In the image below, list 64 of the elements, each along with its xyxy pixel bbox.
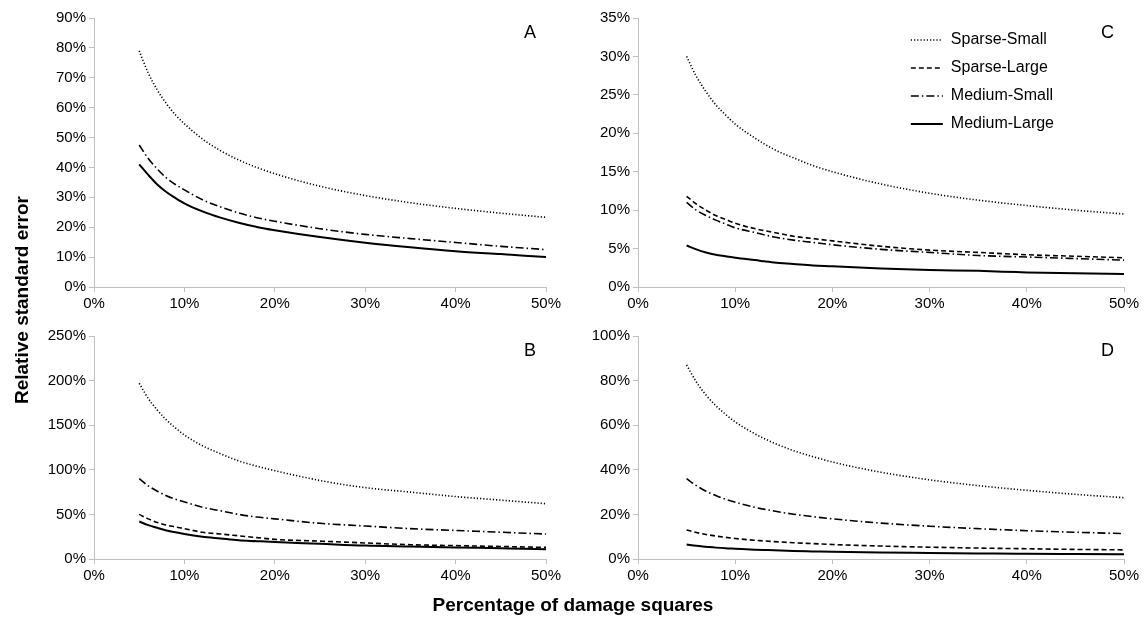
x-tick-label: 30% (914, 294, 945, 312)
y-tick-label: 20% (599, 504, 630, 522)
y-tick-label: 0% (608, 549, 630, 567)
x-tick-label: 10% (169, 294, 200, 312)
x-tick-label: 10% (169, 566, 200, 584)
x-tick-label: 40% (1011, 566, 1042, 584)
legend-label: Medium-Large (950, 114, 1055, 132)
x-tick-label: 0% (83, 566, 105, 584)
y-tick-label: 15% (599, 161, 630, 179)
y-tick-label: 200% (47, 370, 86, 388)
x-tick-label: 40% (1011, 294, 1042, 312)
chart-title: A (523, 21, 536, 42)
y-tick-label: 40% (599, 459, 630, 477)
x-tick-label: 20% (259, 566, 290, 584)
chart-title: B (523, 339, 536, 360)
x-tick-label: 30% (350, 566, 381, 584)
y-tick-label: 100% (47, 459, 86, 477)
y-tick-label: 10% (55, 247, 86, 265)
x-tick-label: 50% (530, 294, 562, 312)
y-tick-label: 90% (55, 8, 86, 26)
x-tick-label: 50% (530, 566, 562, 584)
chart-title: D (1101, 339, 1114, 360)
y-tick-label: 40% (55, 157, 86, 175)
x-tick-label: 0% (627, 566, 649, 584)
y-tick-label: 60% (55, 97, 86, 115)
y-tick-label: 30% (55, 187, 86, 205)
y-tick-label: 50% (55, 127, 86, 145)
x-tick-label: 0% (627, 294, 649, 312)
x-tick-label: 10% (720, 294, 751, 312)
y-tick-label: 25% (599, 85, 630, 102)
chart-title: C (1101, 21, 1114, 42)
x-tick-label: 10% (720, 566, 751, 584)
legend-label: Sparse-Small (950, 30, 1047, 48)
x-tick-label: 30% (914, 566, 945, 584)
y-tick-label: 50% (55, 504, 86, 522)
y-tick-label: 60% (599, 415, 630, 433)
x-tick-label: 20% (817, 294, 848, 312)
y-tick-label: 80% (55, 38, 86, 56)
x-tick-label: 20% (817, 566, 848, 584)
y-tick-label: 100% (591, 326, 630, 344)
x-tick-label: 0% (83, 294, 105, 312)
x-axis-title: Percentage of damage squares (431, 594, 715, 616)
y-tick-label: 20% (55, 217, 86, 235)
y-tick-label: 30% (599, 46, 630, 64)
y-tick-label: 5% (608, 238, 630, 256)
x-tick-label: 50% (1108, 566, 1140, 584)
y-tick-label: 80% (599, 370, 630, 388)
legend-label: Sparse-Large (950, 58, 1048, 76)
y-axis-title: Relative standard error (11, 195, 33, 405)
y-tick-label: 0% (608, 277, 630, 295)
x-tick-label: 30% (350, 294, 381, 312)
x-tick-label: 40% (440, 566, 471, 584)
y-tick-label: 0% (64, 277, 86, 295)
legend-label: Medium-Small (950, 86, 1054, 104)
y-tick-label: 20% (599, 123, 630, 141)
y-tick-label: 0% (64, 549, 86, 567)
x-tick-label: 50% (1108, 294, 1140, 312)
y-tick-label: 35% (599, 8, 630, 26)
y-tick-label: 150% (47, 415, 86, 433)
y-tick-label: 70% (55, 67, 86, 85)
y-tick-label: 10% (599, 200, 630, 218)
x-tick-label: 40% (440, 294, 471, 312)
x-tick-label: 20% (259, 294, 290, 312)
y-tick-label: 250% (47, 326, 86, 344)
